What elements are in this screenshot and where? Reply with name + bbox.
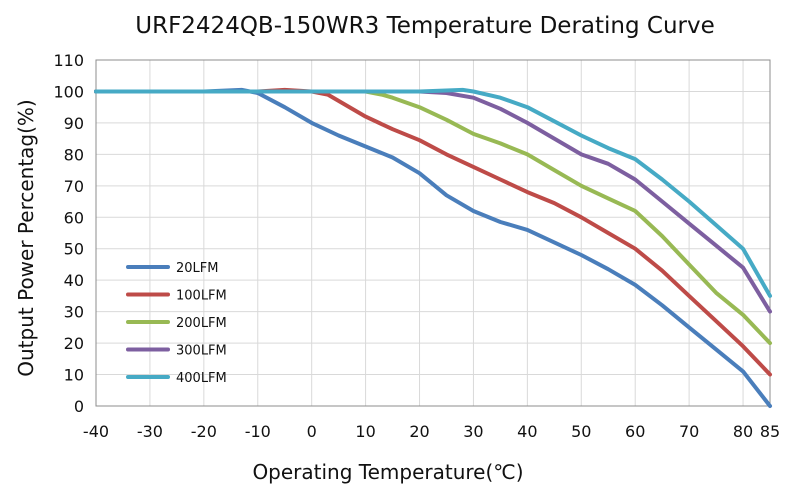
y-tick-label: 40 xyxy=(64,271,84,290)
series-line-400lfm xyxy=(94,87,772,298)
x-tick-label: 70 xyxy=(679,422,699,441)
y-tick-label: 30 xyxy=(64,303,84,322)
x-tick-label: -40 xyxy=(83,422,109,441)
x-tick-label: 30 xyxy=(463,422,483,441)
y-tick-label: 110 xyxy=(53,51,84,70)
y-tick-label: 70 xyxy=(64,177,84,196)
x-tick-label: -10 xyxy=(245,422,271,441)
axes xyxy=(95,59,771,407)
y-tick-label: 50 xyxy=(64,240,84,259)
legend-entry-400lfm: 400LFM xyxy=(126,371,227,386)
legend-entry-300lfm: 300LFM xyxy=(126,344,227,359)
legend: 20LFM 100LFM 200LFM 300LFM 400LFM xyxy=(126,261,227,386)
x-tick-labels: -40 -30 -20 -10 0 10 20 30 40 50 60 70 80 85 xyxy=(83,422,780,441)
x-tick-label: 80 xyxy=(733,422,753,441)
x-tick-label: 85 xyxy=(760,422,780,441)
legend-label: 300LFM xyxy=(176,344,227,359)
x-tick-label: 60 xyxy=(625,422,645,441)
legend-label: 20LFM xyxy=(176,261,218,276)
y-tick-label: 0 xyxy=(74,397,84,416)
y-tick-label: 100 xyxy=(53,82,84,101)
x-tick-label: 0 xyxy=(307,422,317,441)
plot-area-border xyxy=(95,59,771,407)
legend-label: 400LFM xyxy=(176,371,227,386)
x-tick-label: 10 xyxy=(355,422,375,441)
y-tick-label: 90 xyxy=(64,114,84,133)
legend-entry-200lfm: 200LFM xyxy=(126,316,227,331)
y-tick-labels: 0 10 20 30 40 50 60 70 80 90 100 110 xyxy=(53,51,84,416)
x-tick-label: 40 xyxy=(517,422,537,441)
y-tick-label: 60 xyxy=(64,208,84,227)
legend-entry-20lfm: 20LFM xyxy=(126,261,218,276)
series-line-20lfm xyxy=(94,87,772,408)
y-tick-label: 80 xyxy=(64,145,84,164)
x-tick-label: 20 xyxy=(409,422,429,441)
x-tick-label: -30 xyxy=(137,422,163,441)
y-tick-label: 10 xyxy=(64,366,84,385)
legend-label: 100LFM xyxy=(176,289,227,304)
legend-label: 200LFM xyxy=(176,316,227,331)
x-axis-title: Operating Temperature(℃) xyxy=(252,460,523,484)
x-tick-label: 50 xyxy=(571,422,591,441)
series-line-100lfm xyxy=(94,87,772,377)
x-tick-label: -20 xyxy=(191,422,217,441)
chart-title: URF2424QB-150WR3 Temperature Derating Cu… xyxy=(135,13,715,39)
y-axis-title: Output Power Percentag(%) xyxy=(14,99,38,376)
legend-entry-100lfm: 100LFM xyxy=(126,289,227,304)
series-lines xyxy=(94,87,772,408)
y-tick-label: 20 xyxy=(64,334,84,353)
